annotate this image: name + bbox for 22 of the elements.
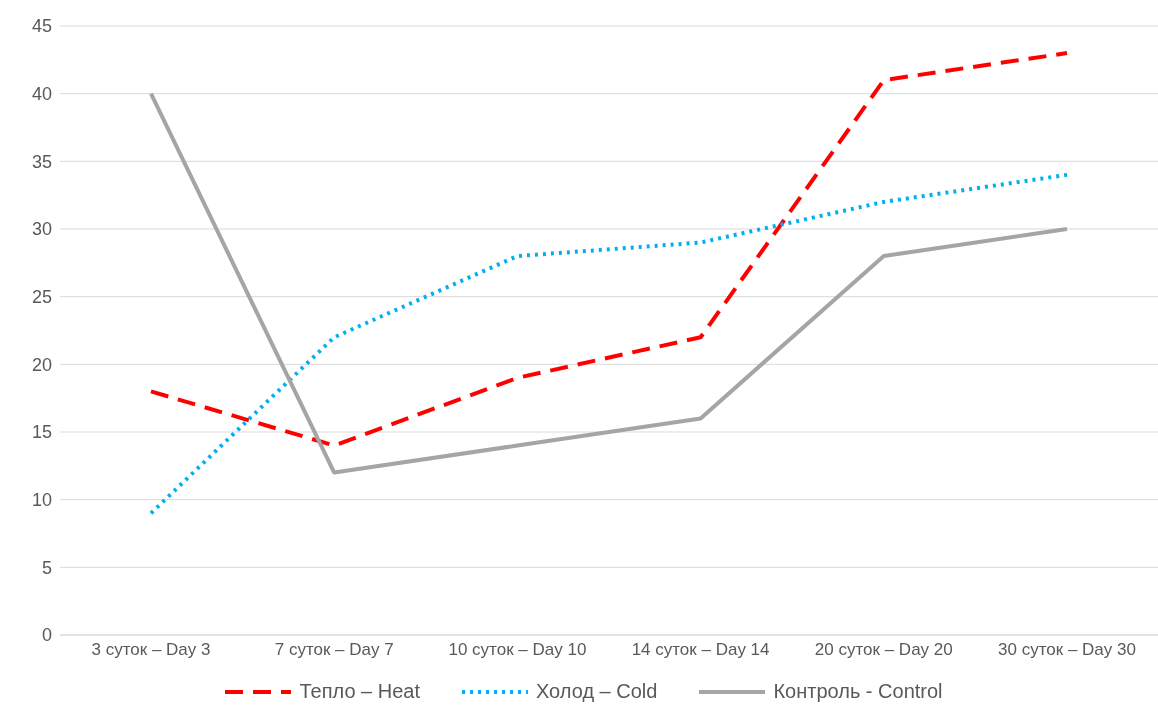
y-tick-label: 45 (31, 16, 52, 37)
line-series (149, 51, 1069, 448)
y-tick-label: 35 (31, 151, 52, 172)
y-tick-label: 40 (31, 84, 52, 105)
legend-label: Контроль - Control (773, 680, 943, 703)
x-tick-label: 14 суток – Day 14 (631, 640, 770, 660)
x-tick-label: 20 суток – Day 20 (814, 640, 953, 660)
line-series (149, 91, 1069, 475)
y-tick-label: 5 (41, 557, 52, 578)
y-tick-label: 0 (41, 625, 52, 646)
x-tick-label: 7 суток – Day 7 (274, 640, 394, 660)
legend-label: Тепло – Heat (299, 680, 420, 703)
y-tick-label: 15 (31, 422, 52, 443)
x-tick-label: 30 суток – Day 30 (998, 640, 1136, 660)
legend-label: Холод – Cold (536, 680, 658, 703)
x-tick-label: 3 суток – Day 3 (91, 640, 211, 660)
line-series (149, 172, 1069, 516)
y-tick-label: 10 (31, 490, 52, 511)
x-tick-label: 10 суток – Day 10 (448, 640, 587, 660)
y-tick-label: 30 (31, 219, 52, 240)
y-tick-label: 20 (31, 354, 52, 375)
y-tick-label: 25 (31, 287, 52, 308)
